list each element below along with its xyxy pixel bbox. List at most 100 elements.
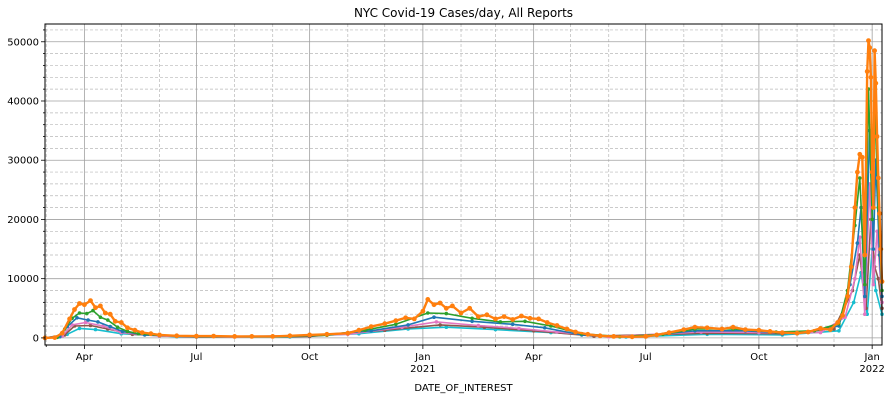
data-point bbox=[542, 326, 547, 330]
series-line bbox=[44, 183, 883, 339]
data-point bbox=[458, 310, 464, 316]
data-point bbox=[88, 298, 93, 303]
data-point bbox=[93, 305, 98, 311]
data-point bbox=[470, 319, 474, 324]
data-point bbox=[403, 315, 408, 321]
data-point bbox=[875, 175, 881, 181]
data-point bbox=[523, 319, 527, 324]
data-point bbox=[59, 330, 65, 336]
x-tick-year-label: 2021 bbox=[410, 364, 435, 375]
data-point bbox=[858, 176, 862, 180]
data-point bbox=[107, 311, 113, 317]
data-point bbox=[643, 334, 649, 339]
x-tick-label: Jan bbox=[414, 352, 430, 363]
data-point bbox=[287, 333, 293, 339]
data-point bbox=[501, 314, 507, 319]
data-point bbox=[611, 334, 617, 339]
data-point bbox=[484, 312, 490, 318]
data-point bbox=[869, 169, 875, 175]
data-point bbox=[527, 315, 533, 321]
data-point bbox=[368, 324, 374, 329]
data-point bbox=[827, 327, 833, 332]
data-point bbox=[270, 334, 276, 339]
data-point bbox=[835, 320, 841, 325]
data-point bbox=[719, 326, 725, 332]
data-point bbox=[868, 74, 874, 80]
data-point bbox=[536, 316, 541, 322]
data-point bbox=[307, 332, 312, 338]
y-tick-label: 0 bbox=[33, 333, 39, 344]
data-point bbox=[629, 334, 635, 340]
data-point bbox=[818, 330, 823, 335]
x-tick-label: Oct bbox=[750, 352, 767, 363]
data-point bbox=[112, 318, 118, 324]
data-point bbox=[106, 318, 110, 322]
chart-title: NYC Covid-19 Cases/day, All Reports bbox=[354, 6, 573, 20]
data-point bbox=[102, 310, 108, 316]
data-point bbox=[426, 311, 430, 315]
x-tick-label: Jul bbox=[189, 352, 202, 363]
data-point bbox=[174, 333, 180, 339]
data-point bbox=[853, 276, 857, 281]
data-point bbox=[493, 316, 498, 322]
data-point bbox=[870, 217, 874, 222]
data-point bbox=[837, 329, 841, 333]
data-point bbox=[77, 326, 82, 331]
data-point bbox=[82, 302, 87, 308]
data-point bbox=[52, 335, 58, 340]
data-point bbox=[249, 334, 255, 339]
y-tick-label: 40000 bbox=[7, 96, 39, 107]
data-point bbox=[411, 316, 417, 322]
data-point bbox=[681, 327, 687, 332]
data-point bbox=[356, 327, 362, 333]
data-point bbox=[434, 320, 439, 324]
data-point bbox=[431, 302, 437, 308]
data-point bbox=[756, 327, 762, 333]
y-tick-label: 10000 bbox=[7, 274, 39, 285]
data-point bbox=[872, 48, 877, 54]
data-point bbox=[72, 307, 77, 312]
plot-area-frame bbox=[44, 23, 883, 346]
data-point bbox=[871, 282, 876, 287]
data-point bbox=[704, 325, 710, 331]
data-point bbox=[75, 316, 79, 320]
data-point bbox=[77, 311, 82, 315]
data-point bbox=[840, 313, 845, 318]
data-point bbox=[517, 326, 521, 331]
data-point bbox=[425, 297, 431, 302]
data-point bbox=[863, 282, 867, 287]
data-point bbox=[345, 330, 351, 336]
data-point bbox=[393, 318, 399, 324]
x-tick-label: Oct bbox=[301, 352, 318, 363]
data-point bbox=[597, 333, 603, 339]
data-point bbox=[86, 318, 90, 322]
data-point bbox=[862, 252, 868, 258]
y-tick-label: 50000 bbox=[7, 37, 39, 48]
data-point bbox=[324, 331, 330, 337]
y-tick-label: 20000 bbox=[7, 215, 39, 226]
x-tick-label: Jul bbox=[639, 352, 652, 363]
y-tick-label: 30000 bbox=[7, 156, 39, 167]
data-point bbox=[443, 305, 449, 311]
data-point bbox=[125, 329, 130, 334]
x-tick-year-label: 2022 bbox=[859, 364, 884, 375]
data-point bbox=[67, 316, 72, 322]
data-point bbox=[406, 323, 410, 327]
data-point bbox=[852, 205, 858, 211]
data-point bbox=[510, 322, 515, 327]
data-point bbox=[864, 69, 870, 74]
data-point bbox=[118, 320, 124, 325]
data-point bbox=[794, 330, 800, 336]
x-tick-label: Jan bbox=[863, 352, 879, 363]
data-point bbox=[818, 326, 823, 331]
data-point bbox=[382, 321, 388, 327]
data-point bbox=[730, 324, 736, 330]
data-point bbox=[108, 324, 112, 329]
data-point bbox=[498, 320, 503, 324]
data-point bbox=[232, 334, 238, 339]
gridlines bbox=[45, 24, 882, 345]
data-point bbox=[779, 330, 785, 335]
data-point bbox=[871, 205, 876, 211]
data-point bbox=[510, 317, 516, 322]
